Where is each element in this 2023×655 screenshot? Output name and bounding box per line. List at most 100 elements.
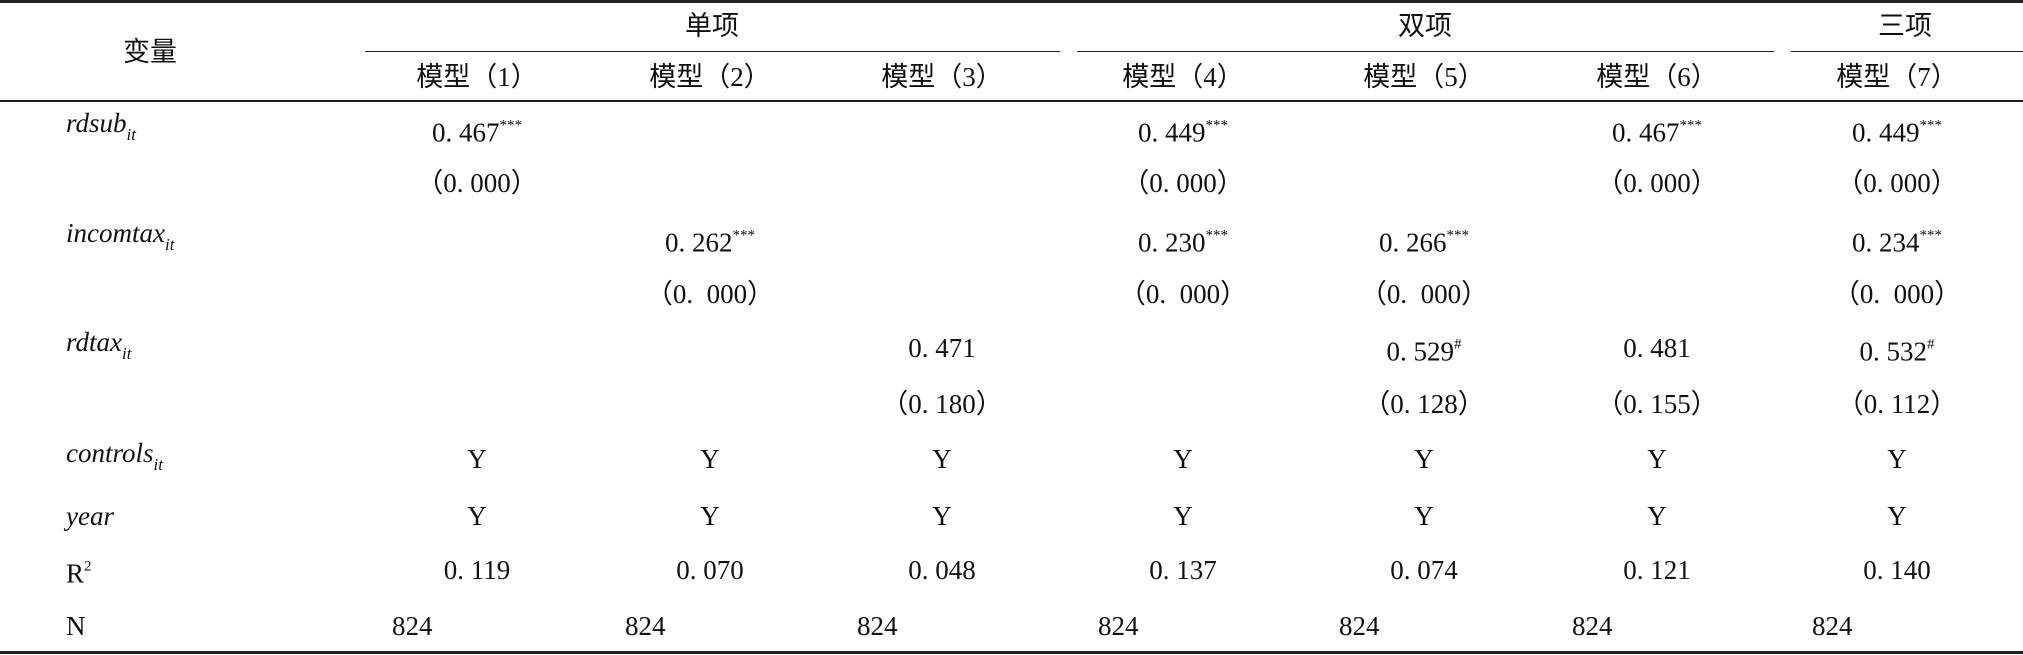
row-label: N	[66, 609, 86, 643]
cell: 0. 266***	[1379, 219, 1469, 260]
cell: （0. 000）	[1359, 279, 1489, 309]
cell: 824	[1812, 611, 1853, 641]
cell: Y	[700, 501, 720, 531]
cell: （0. 000）	[1836, 168, 1958, 198]
cell: （0. 000）	[416, 168, 538, 198]
cell: Y	[1173, 501, 1193, 531]
cell: Y	[932, 444, 952, 474]
top-rule	[0, 0, 2023, 3]
cell: 0. 048	[908, 555, 976, 585]
group-header: 单项	[685, 11, 739, 41]
significance: ***	[1919, 227, 1943, 244]
group-rule	[1077, 51, 1774, 52]
significance: ***	[732, 227, 756, 244]
cell: 0. 262***	[665, 219, 755, 260]
bottom-rule	[0, 651, 2023, 654]
cell-value: 0. 266	[1379, 227, 1447, 258]
model-header: 模型（6）	[1596, 62, 1718, 92]
cell: Y	[467, 444, 487, 474]
cell: Y	[700, 444, 720, 474]
significance: ***	[1205, 117, 1229, 134]
cell: Y	[1887, 501, 1907, 531]
cell: 0. 230***	[1138, 219, 1228, 260]
cell: 0. 471	[908, 333, 976, 363]
significance: #	[1927, 336, 1935, 353]
significance: ***	[1205, 227, 1229, 244]
row-label: controlsit	[66, 436, 163, 482]
cell: Y	[1887, 444, 1907, 474]
cell: Y	[1414, 444, 1434, 474]
label-text: rdtax	[66, 327, 122, 357]
cell: Y	[1414, 501, 1434, 531]
row-label: R2	[66, 550, 92, 591]
cell: （0. 155）	[1596, 389, 1718, 419]
label-subscript: it	[164, 235, 175, 254]
cell: （0. 000）	[1832, 279, 1962, 309]
label-text: R	[66, 558, 85, 589]
significance: ***	[499, 117, 523, 134]
header-rule	[0, 100, 2023, 102]
group-header: 双项	[1398, 11, 1452, 41]
row-label: incomtaxit	[66, 216, 174, 262]
cell: （0. 128）	[1363, 389, 1485, 419]
significance: ***	[1919, 117, 1943, 134]
model-header: 模型（1）	[416, 62, 538, 92]
group-header: 三项	[1878, 11, 1932, 41]
label-text: incomtax	[66, 218, 165, 248]
cell: 0. 467***	[432, 109, 522, 150]
cell-value: 0. 532	[1859, 336, 1928, 367]
row-label: rdtaxit	[66, 325, 131, 371]
cell: （0. 000）	[1122, 168, 1244, 198]
cell-value: 0. 234	[1852, 227, 1920, 258]
cell: 0. 234***	[1852, 219, 1942, 260]
cell: 824	[857, 611, 898, 641]
cell: Y	[1647, 444, 1667, 474]
cell: 824	[625, 611, 666, 641]
cell: 0. 449***	[1852, 109, 1942, 150]
label-text: rdsub	[66, 108, 127, 138]
cell: 0. 467***	[1612, 109, 1702, 150]
cell: 0. 137	[1149, 555, 1217, 585]
significance: ***	[1679, 117, 1703, 134]
label-text: N	[66, 611, 86, 641]
cell: 0. 119	[443, 555, 511, 585]
cell: 0. 532#	[1860, 328, 1935, 369]
group-rule	[365, 51, 1060, 52]
cell: （0. 180）	[881, 389, 1003, 419]
cell: 0. 481	[1623, 333, 1691, 363]
cell: 824	[1572, 611, 1613, 641]
cell: 0. 074	[1390, 555, 1458, 585]
model-header: 模型（3）	[881, 62, 1003, 92]
cell: 0. 529#	[1387, 328, 1462, 369]
cell: （0. 112）	[1836, 389, 1958, 419]
cell: Y	[1647, 501, 1667, 531]
significance: ***	[1446, 227, 1470, 244]
label-subscript: it	[126, 125, 136, 144]
cell: 824	[392, 611, 433, 641]
label-subscript: it	[122, 344, 132, 363]
label-text: controls	[66, 438, 154, 468]
cell: 824	[1098, 611, 1139, 641]
model-header: 模型（5）	[1363, 62, 1485, 92]
cell: 0. 449***	[1138, 109, 1228, 150]
cell-value: 0. 529	[1386, 336, 1455, 367]
cell-value: 0. 449	[1138, 117, 1206, 148]
cell: 824	[1339, 611, 1380, 641]
variable-header: 变量	[123, 37, 177, 67]
cell: 0. 121	[1623, 555, 1691, 585]
cell: （0. 000）	[645, 279, 775, 309]
cell-value: 0. 262	[665, 227, 733, 258]
cell: 0. 140	[1863, 555, 1931, 585]
cell: 0. 070	[676, 555, 744, 585]
cell-value: 0. 230	[1138, 227, 1206, 258]
group-rule	[1791, 51, 2023, 52]
row-label: year	[66, 499, 114, 533]
model-header: 模型（4）	[1122, 62, 1244, 92]
label-superscript: 2	[84, 558, 92, 575]
cell-value: 0. 467	[1612, 117, 1680, 148]
label-subscript: it	[153, 455, 163, 474]
cell-value: 0. 449	[1852, 117, 1920, 148]
model-header: 模型（7）	[1836, 62, 1958, 92]
model-header: 模型（2）	[649, 62, 771, 92]
